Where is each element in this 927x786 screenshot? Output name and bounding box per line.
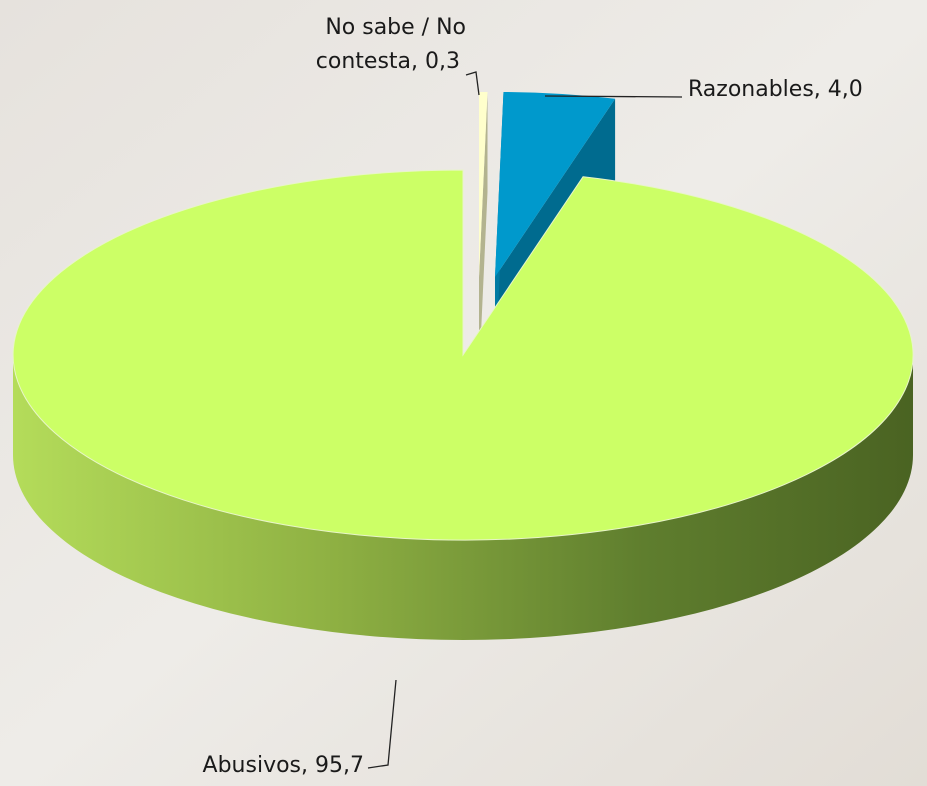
data-label: Razonables, 4,0 xyxy=(688,77,863,102)
data-label: No sabe / No contesta, 0,3 xyxy=(316,15,466,74)
pie xyxy=(12,91,914,640)
slice xyxy=(479,91,488,277)
data-label: Abusivos, 95,7 xyxy=(203,753,364,778)
leader-line xyxy=(367,679,397,769)
labels: No sabe / No contesta, 0,3 Razonables, 4,0… xyxy=(203,15,863,778)
leader-line xyxy=(465,71,480,96)
slice-side xyxy=(13,355,913,640)
slice-wall xyxy=(479,92,488,377)
slice xyxy=(12,169,914,541)
slice xyxy=(495,92,616,277)
leader-line xyxy=(544,95,683,98)
